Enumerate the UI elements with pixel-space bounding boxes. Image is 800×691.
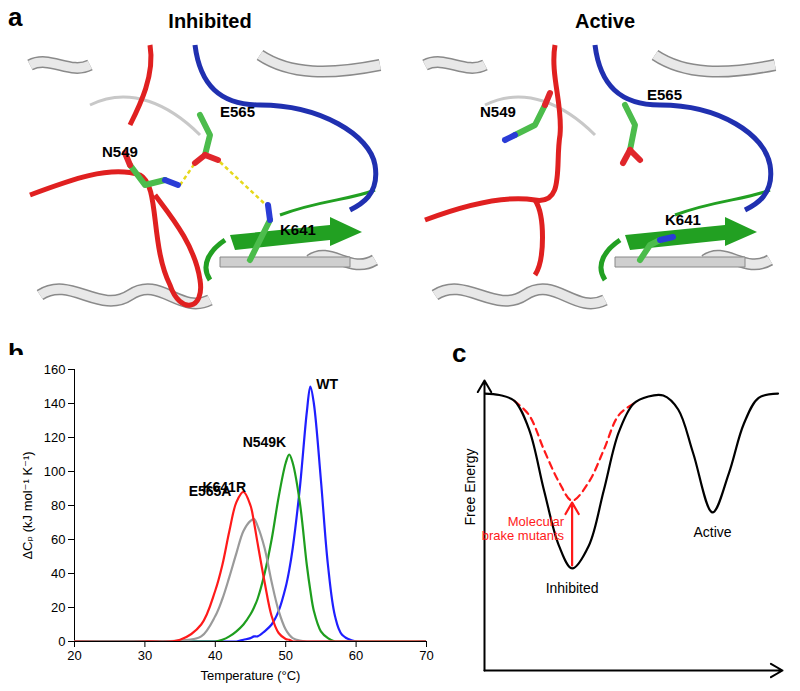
svg-text:80: 80: [51, 498, 65, 513]
svg-text:Molecularbrake mutants: Molecularbrake mutants: [482, 514, 565, 543]
svg-text:K641: K641: [280, 221, 316, 238]
svg-text:ΔCₚ (kJ mol⁻¹ K⁻¹): ΔCₚ (kJ mol⁻¹ K⁻¹): [20, 451, 35, 559]
svg-text:E565: E565: [647, 86, 682, 103]
svg-text:Inhibited: Inhibited: [168, 10, 251, 32]
html-text:b: b: [8, 338, 24, 368]
svg-text:E565: E565: [220, 103, 255, 120]
svg-text:K641: K641: [665, 211, 701, 228]
svg-text:20: 20: [51, 600, 65, 615]
svg-text:Active: Active: [575, 10, 635, 32]
svg-text:Temperature (°C): Temperature (°C): [201, 668, 301, 683]
html-text:c: c: [452, 338, 467, 368]
svg-text:N549: N549: [480, 103, 516, 120]
svg-text:0: 0: [58, 634, 65, 649]
svg-text:60: 60: [51, 532, 65, 547]
svg-text:50: 50: [278, 648, 292, 663]
svg-text:N549K: N549K: [243, 434, 287, 450]
svg-text:WT: WT: [316, 376, 338, 392]
svg-text:120: 120: [44, 430, 66, 445]
svg-text:40: 40: [51, 566, 65, 581]
svg-text:20: 20: [67, 648, 81, 663]
svg-text:70: 70: [419, 648, 433, 663]
svg-text:100: 100: [44, 464, 66, 479]
svg-text:40: 40: [208, 648, 222, 663]
svg-text:30: 30: [138, 648, 152, 663]
svg-text:E565A: E565A: [189, 483, 232, 499]
svg-text:Active: Active: [693, 524, 731, 540]
svg-text:140: 140: [44, 396, 66, 411]
svg-text:60: 60: [349, 648, 363, 663]
svg-text:N549: N549: [102, 143, 138, 160]
svg-text:Inhibited: Inhibited: [546, 580, 599, 596]
svg-text:160: 160: [44, 362, 66, 377]
html-text:a: a: [8, 2, 23, 32]
svg-text:Free Energy: Free Energy: [462, 448, 478, 525]
